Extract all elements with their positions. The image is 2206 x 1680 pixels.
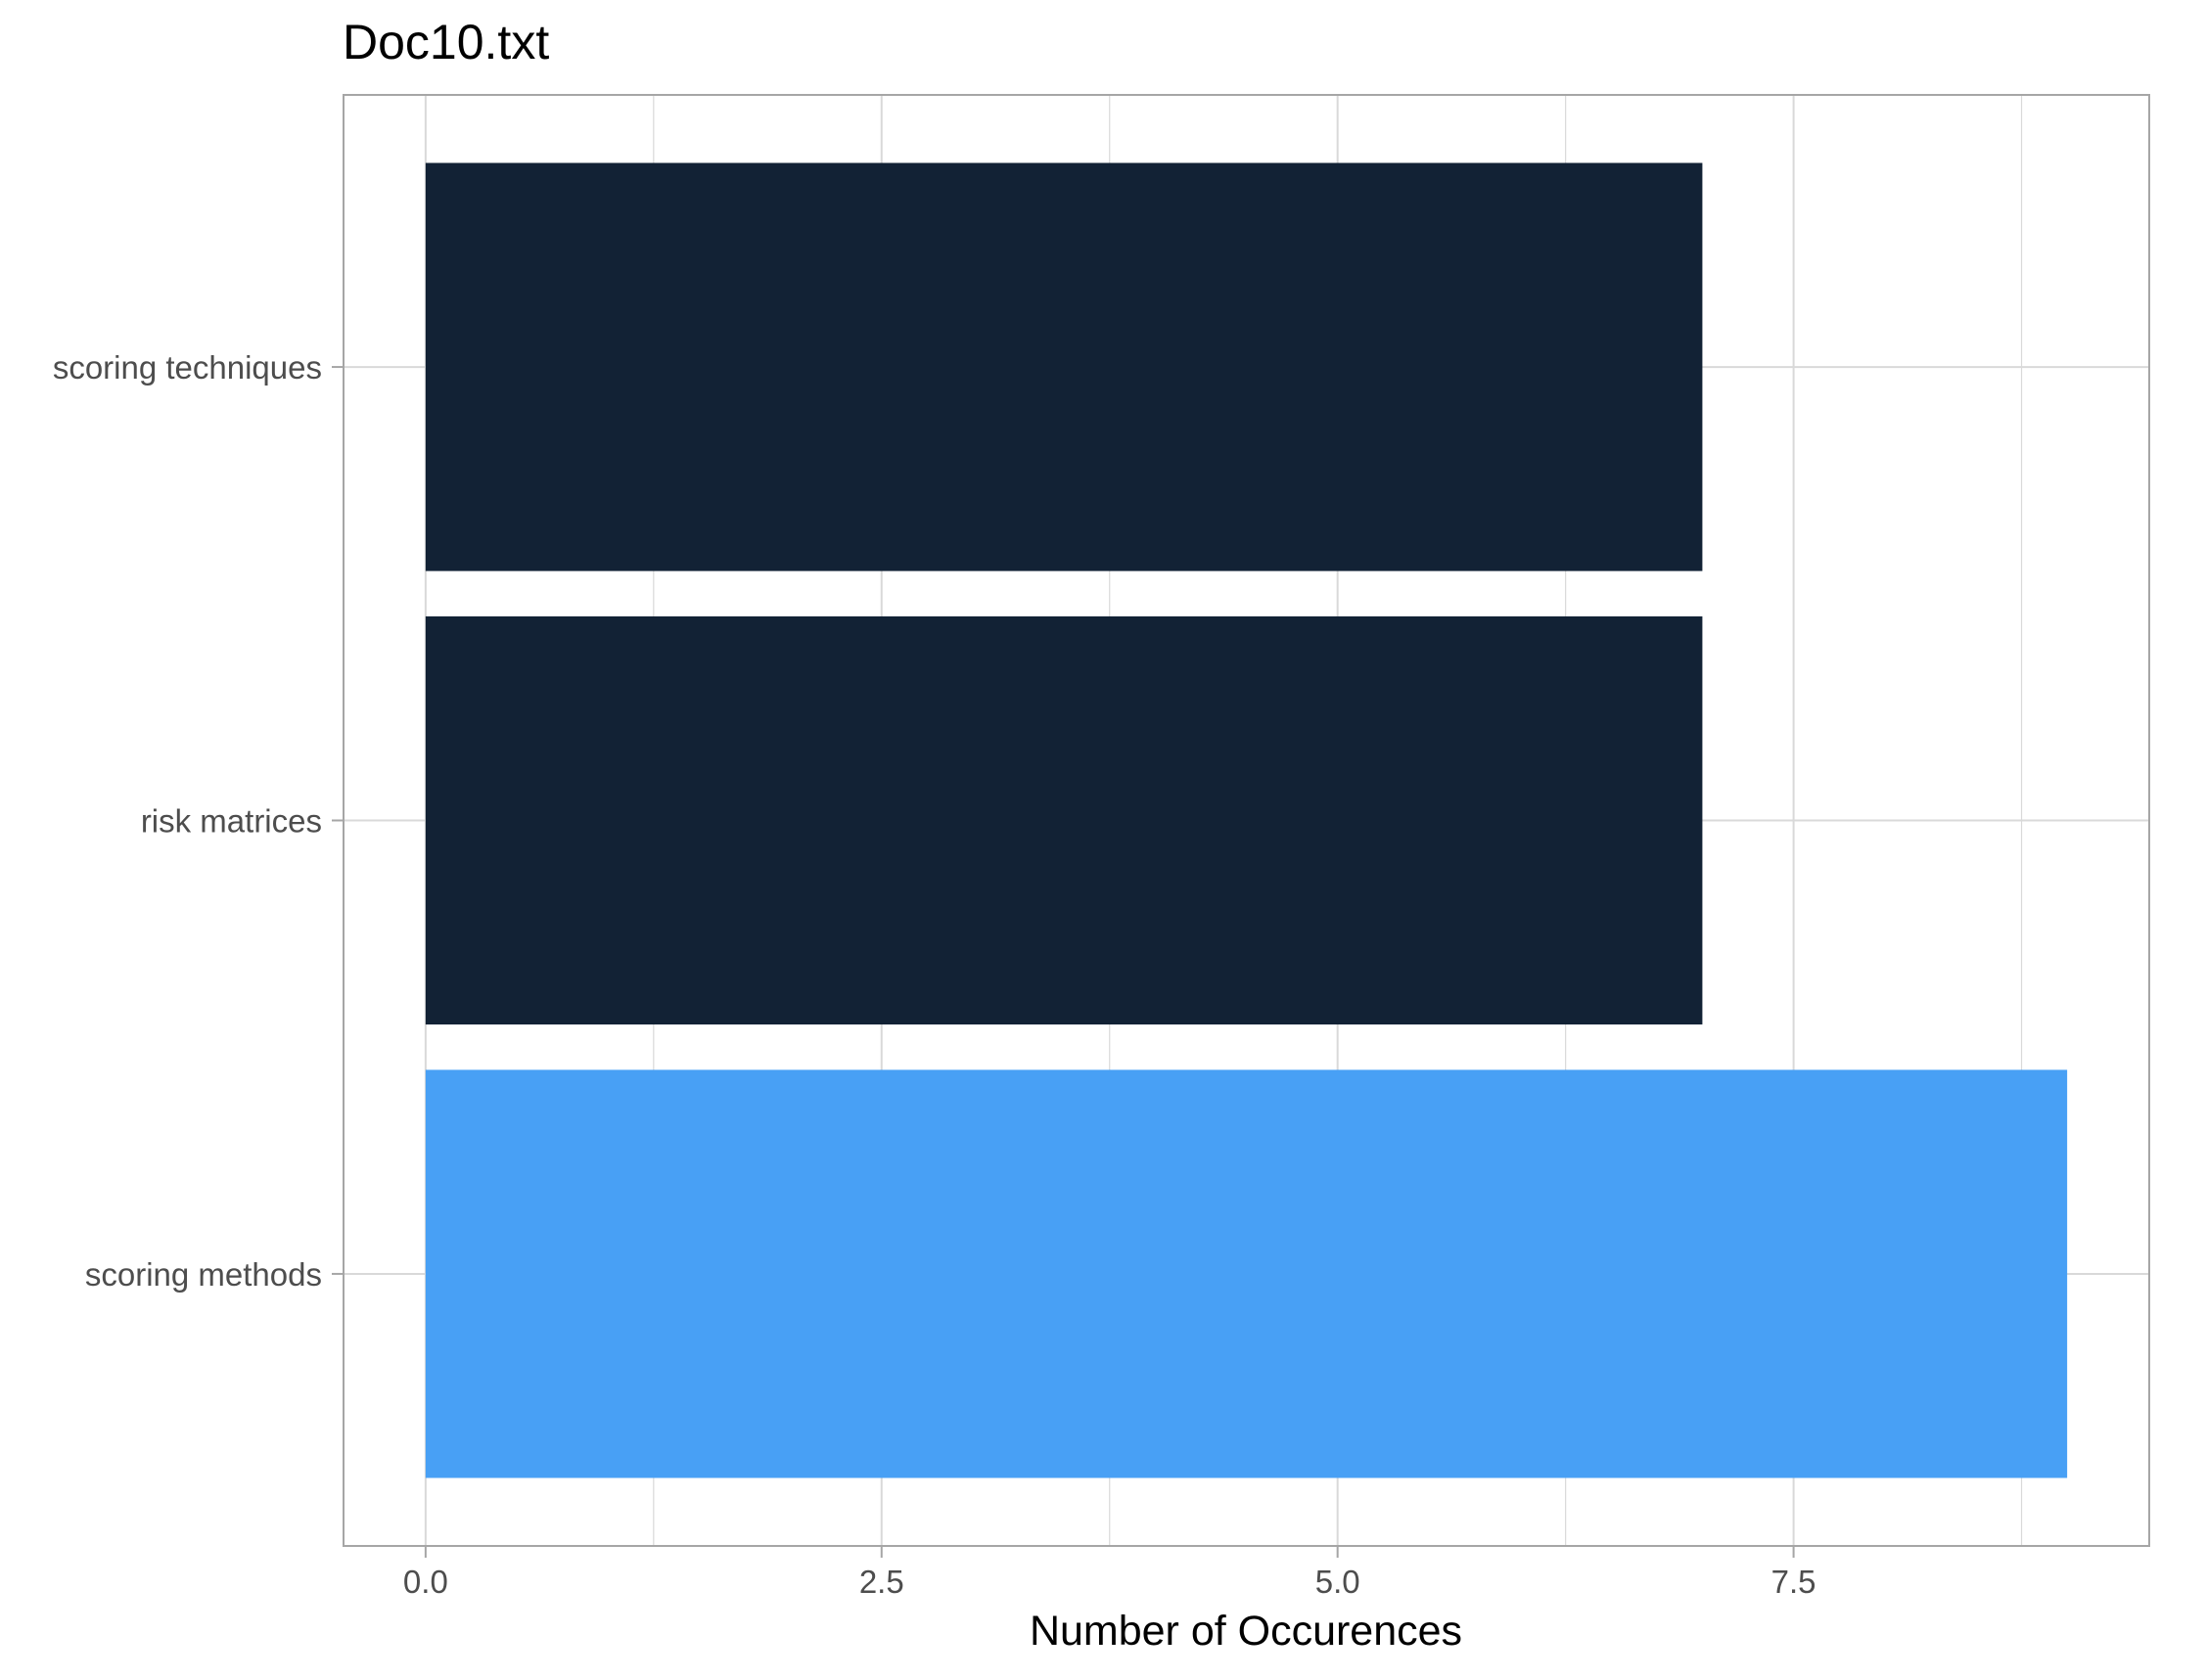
- x-axis: 0.0 2.5 5.0 7.5: [403, 1546, 1816, 1600]
- bars: [425, 162, 2068, 1478]
- bar: [425, 1069, 2068, 1478]
- y-tick-label: scoring techniques: [53, 349, 322, 386]
- x-axis-title: Number of Occurences: [1030, 1608, 1462, 1655]
- y-tick-label: risk matrices: [141, 803, 322, 840]
- bar: [425, 615, 1703, 1025]
- x-tick-label: 2.5: [859, 1564, 904, 1600]
- x-tick-label: 7.5: [1771, 1564, 1816, 1600]
- x-tick-label: 5.0: [1315, 1564, 1360, 1600]
- bar: [425, 162, 1703, 571]
- x-tick-label: 0.0: [403, 1564, 448, 1600]
- y-axis: scoring methods risk matrices scoring tech…: [53, 349, 344, 1293]
- chart-title: Doc10.txt: [343, 15, 549, 69]
- y-tick-label: scoring methods: [85, 1256, 322, 1293]
